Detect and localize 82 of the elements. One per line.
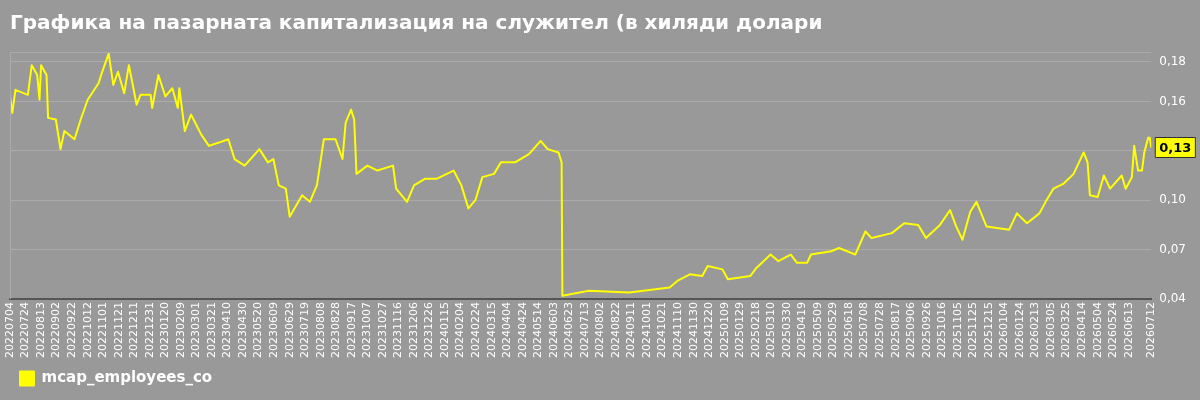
x-tick-label: 20260305 bbox=[1043, 302, 1057, 359]
x-tick-label: 20230321 bbox=[204, 302, 218, 359]
x-tick-label: 20260414 bbox=[1075, 302, 1088, 359]
y-tick-label: 0,16 bbox=[1159, 93, 1186, 108]
x-tick-label: 20260504 bbox=[1090, 302, 1104, 359]
x-tick-label: 20260712 bbox=[1144, 302, 1158, 359]
x-tick-label: 20250529 bbox=[826, 302, 840, 359]
x-tick-label: 20231206 bbox=[406, 302, 420, 359]
x-tick-label: 20240623 bbox=[562, 302, 576, 359]
x-tick-label: 20220813 bbox=[33, 302, 47, 359]
x-tick-label: 20230520 bbox=[251, 302, 265, 359]
x-tick-label: 20240822 bbox=[608, 302, 622, 359]
x-tick-label: 20241130 bbox=[686, 302, 700, 359]
x-tick-label: 20220724 bbox=[18, 302, 32, 359]
chart-title: Графика на пазарната капитализация на служител (в хиляди долари bbox=[10, 10, 823, 35]
x-tick-label: 20230828 bbox=[329, 302, 343, 359]
x-tick-label: 20241001 bbox=[639, 302, 653, 359]
x-tick-label: 20221231 bbox=[142, 302, 156, 359]
x-tick-label: 20240404 bbox=[500, 302, 514, 359]
x-tick-label: 20240224 bbox=[469, 302, 483, 359]
x-tick-label: 20251215 bbox=[981, 302, 995, 359]
x-tick-label: 20240603 bbox=[546, 302, 560, 359]
x-tick-label: 20231226 bbox=[422, 302, 436, 359]
x-tick-label: 20260124 bbox=[1012, 302, 1026, 359]
x-tick-label: 20241220 bbox=[702, 302, 716, 359]
y-tick-label: 0,04 bbox=[1159, 291, 1186, 306]
x-tick-label: 20230301 bbox=[189, 302, 203, 359]
x-tick-label: 20231116 bbox=[391, 302, 405, 359]
x-tick-label: 20250618 bbox=[841, 302, 855, 359]
y-tick-label: 0,07 bbox=[1159, 241, 1186, 256]
x-tick-label: 20250817 bbox=[888, 302, 902, 359]
x-tick-label: 20241110 bbox=[671, 302, 684, 359]
x-tick-label: 20230629 bbox=[282, 302, 296, 359]
x-tick-label: 20220922 bbox=[65, 302, 79, 359]
x-tick-label: 20250218 bbox=[748, 302, 762, 359]
x-tick-label: 20231007 bbox=[360, 302, 374, 359]
x-tick-label: 20230917 bbox=[344, 302, 358, 359]
x-tick-label: 20230120 bbox=[158, 302, 172, 359]
x-tick-label: 20240424 bbox=[515, 302, 529, 359]
x-tick-label: 20221121 bbox=[111, 302, 125, 359]
x-tick-label: 20230410 bbox=[220, 302, 234, 359]
x-tick-label: 20241021 bbox=[655, 302, 669, 359]
x-tick-label: 20240315 bbox=[484, 302, 498, 359]
x-tick-label: 20220704 bbox=[2, 302, 16, 359]
x-tick-label: 20240115 bbox=[437, 302, 451, 359]
x-tick-label: 20250310 bbox=[764, 302, 778, 359]
x-tick-label: 20250129 bbox=[733, 302, 747, 359]
x-tick-label: 20250708 bbox=[857, 302, 871, 359]
x-tick-label: 20240911 bbox=[624, 302, 638, 359]
x-tick-label: 20250419 bbox=[795, 302, 809, 359]
x-tick-label: 20260213 bbox=[1028, 302, 1042, 359]
x-tick-label: 20230609 bbox=[267, 302, 281, 359]
x-tick-label: 20260524 bbox=[1106, 302, 1120, 359]
x-tick-label: 20251105 bbox=[950, 302, 964, 359]
x-tick-label: 20250906 bbox=[904, 302, 918, 359]
x-tick-label: 20250109 bbox=[717, 302, 731, 359]
x-tick-label: 20230209 bbox=[173, 302, 187, 359]
x-tick-label: 20240204 bbox=[453, 302, 467, 359]
legend-label: mcap_employees_co bbox=[41, 368, 213, 387]
annotation: 0,13 bbox=[1159, 139, 1192, 155]
x-tick-label: 20250330 bbox=[779, 302, 793, 359]
x-tick-label: 20221101 bbox=[96, 302, 110, 359]
x-tick-label: 20240802 bbox=[593, 302, 607, 359]
x-tick-label: 20250509 bbox=[810, 302, 824, 359]
x-tick-label: 20240514 bbox=[531, 302, 545, 359]
x-tick-label: 20260325 bbox=[1059, 302, 1073, 359]
x-tick-label: 20251125 bbox=[966, 302, 980, 359]
x-tick-label: 20240713 bbox=[577, 302, 591, 359]
x-tick-label: 20250728 bbox=[873, 302, 886, 359]
x-tick-label: 20260104 bbox=[997, 302, 1011, 359]
x-tick-label: 20221211 bbox=[127, 302, 141, 359]
x-tick-label: 20220902 bbox=[49, 302, 63, 359]
x-tick-label: 20260613 bbox=[1121, 302, 1135, 359]
y-tick-label: 0,10 bbox=[1159, 192, 1186, 207]
x-tick-label: 20231027 bbox=[375, 302, 389, 359]
x-tick-label: 20221012 bbox=[80, 302, 94, 359]
x-tick-label: 20230808 bbox=[313, 302, 327, 359]
x-tick-label: 20251016 bbox=[935, 302, 949, 359]
x-tick-label: 20250926 bbox=[919, 302, 933, 359]
y-tick-label: 0,18 bbox=[1159, 54, 1186, 69]
x-tick-label: 20230430 bbox=[235, 302, 249, 359]
x-tick-label: 20230719 bbox=[298, 302, 312, 359]
